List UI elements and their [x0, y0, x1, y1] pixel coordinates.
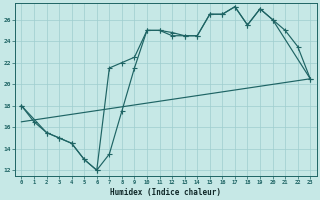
- X-axis label: Humidex (Indice chaleur): Humidex (Indice chaleur): [110, 188, 221, 197]
